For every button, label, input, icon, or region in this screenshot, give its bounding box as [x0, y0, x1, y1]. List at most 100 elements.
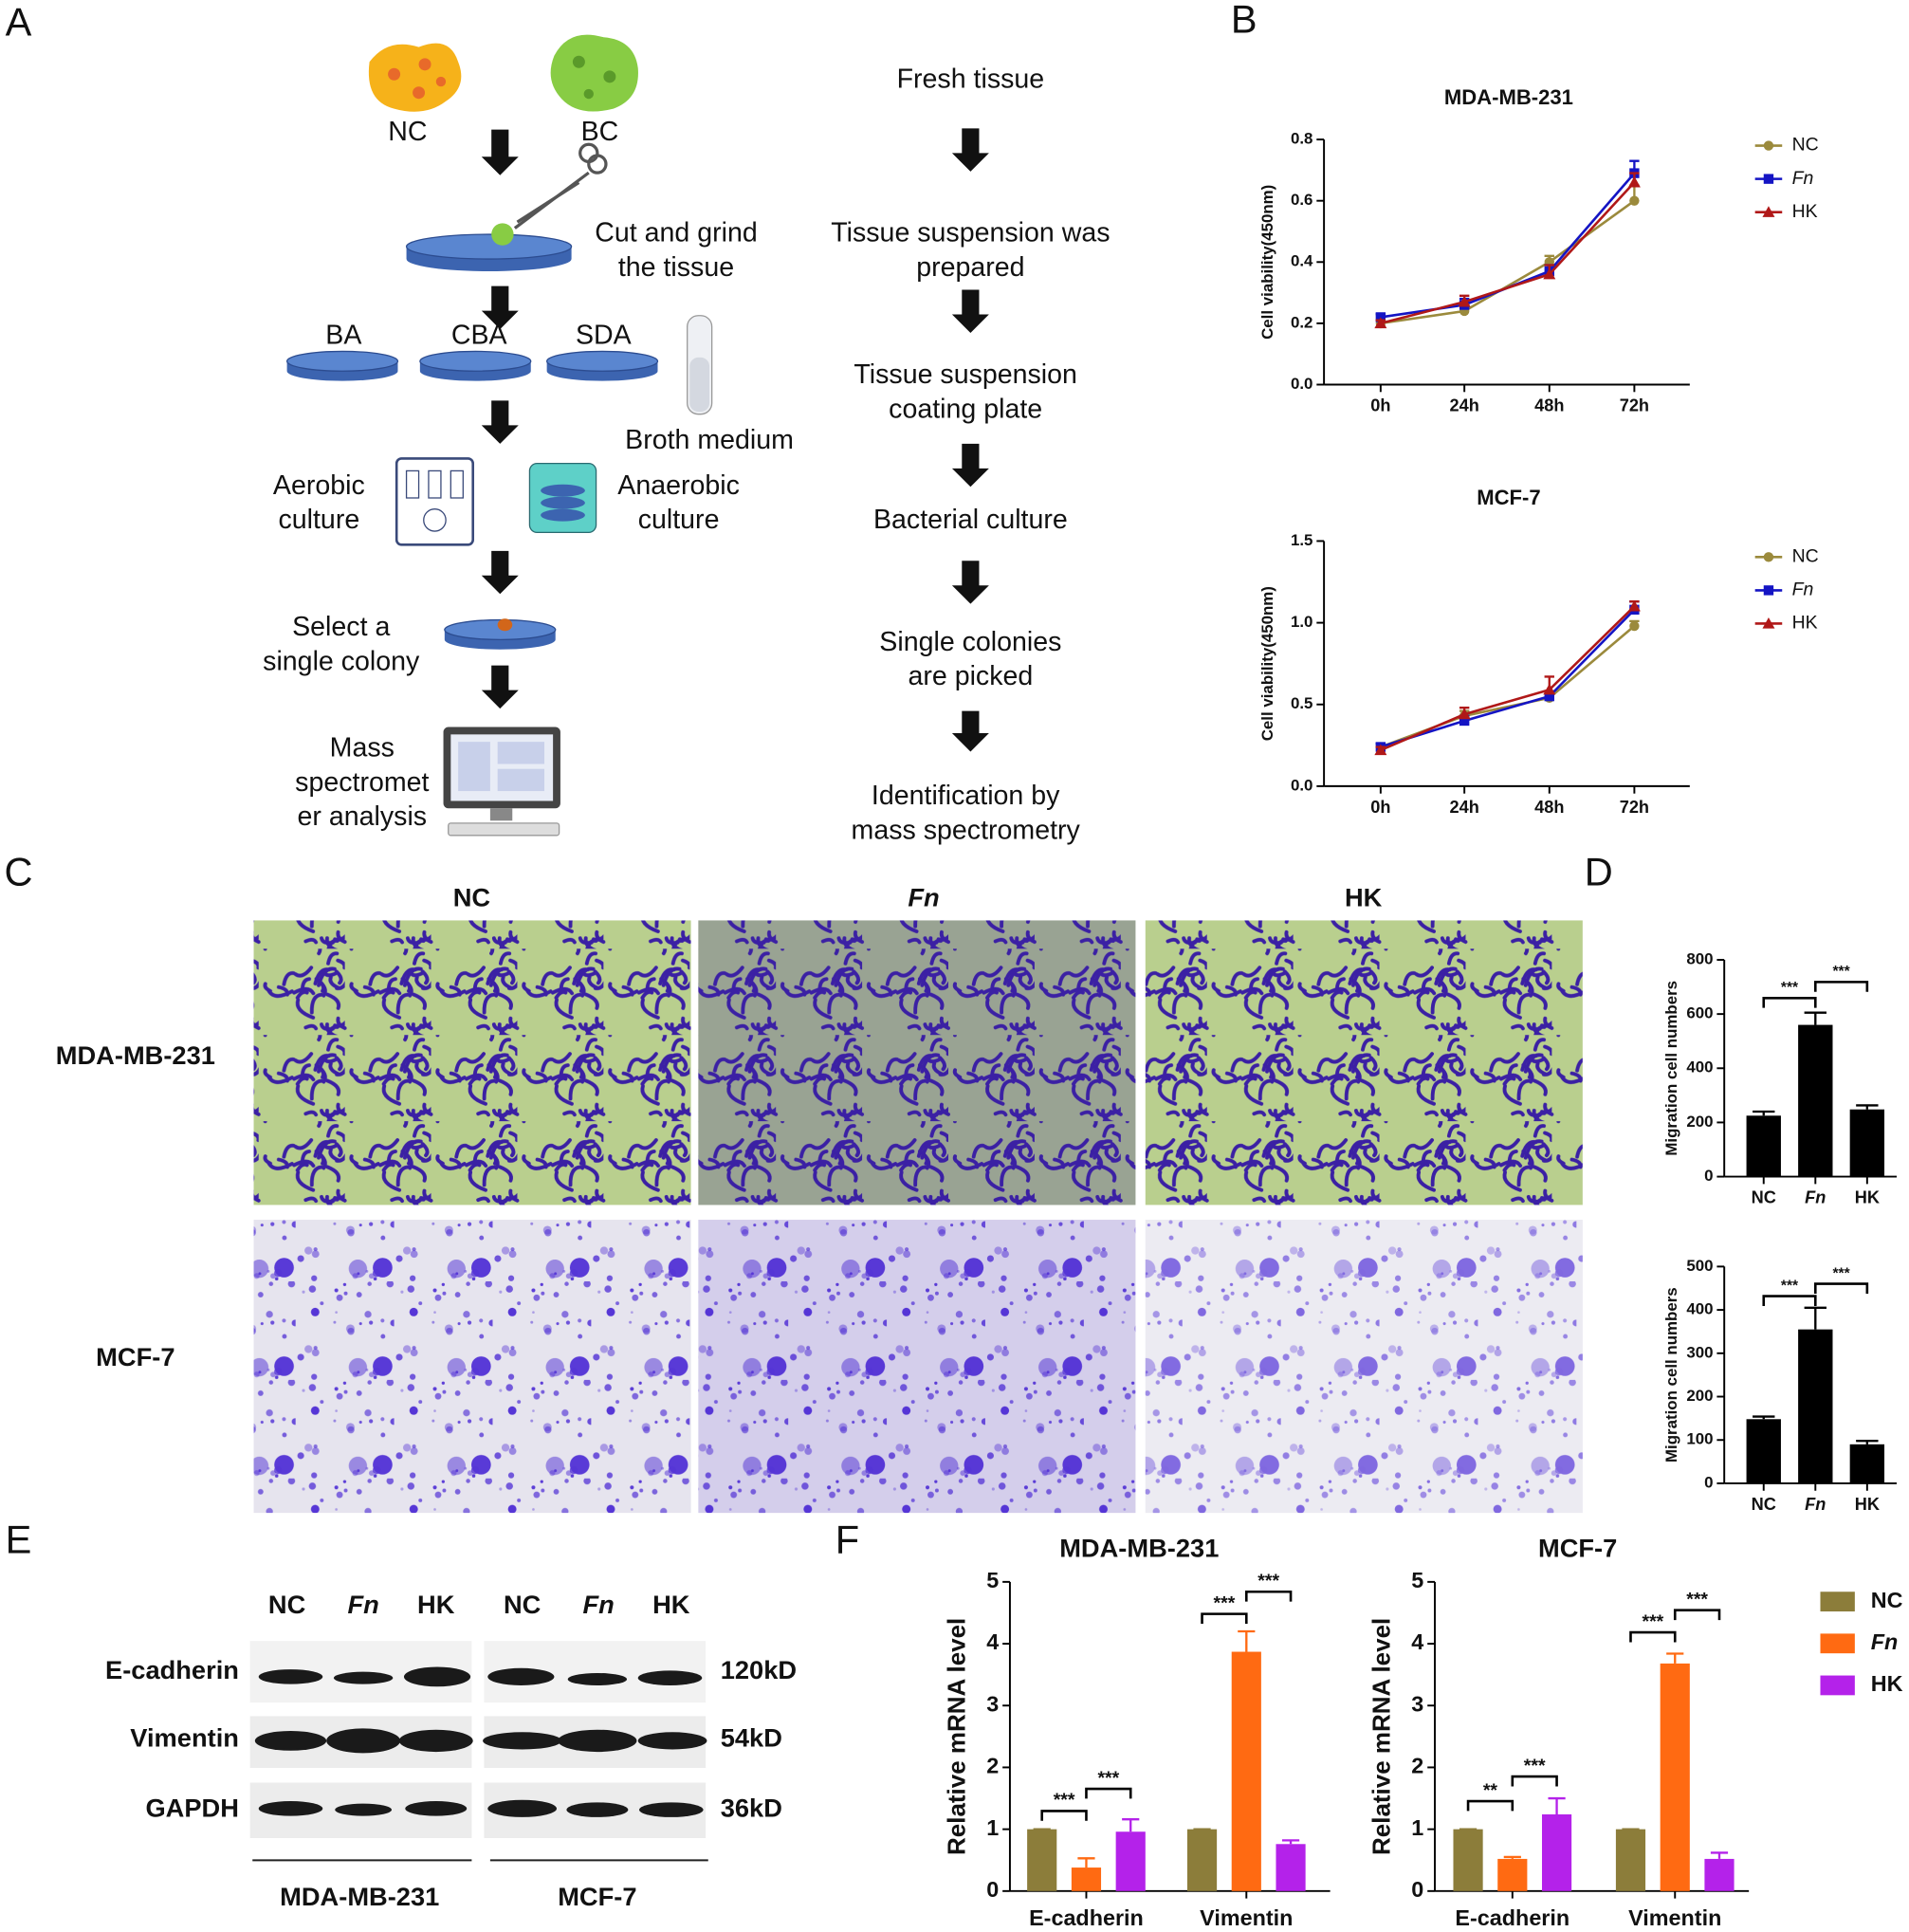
lane-label: Fn — [347, 1590, 378, 1619]
y-tick-label: 1 — [1411, 1815, 1423, 1840]
bar — [1704, 1858, 1735, 1891]
step-label: spectromet — [295, 767, 429, 798]
y-tick-label: 4 — [986, 1629, 999, 1654]
x-tick-label: HK — [1855, 1495, 1880, 1514]
x-tick-label: 0h — [1370, 798, 1390, 817]
marker — [1458, 295, 1471, 307]
line — [1380, 608, 1636, 748]
error-bar — [1753, 1110, 1775, 1116]
x-tick-label: 24h — [1450, 798, 1479, 817]
bar — [1453, 1829, 1483, 1891]
bar — [1849, 1444, 1885, 1483]
bar — [1746, 1419, 1781, 1483]
step-label: Fresh tissue — [897, 64, 1045, 94]
legend-marker — [1762, 616, 1775, 629]
step-label: Single colonies — [879, 627, 1061, 657]
bar — [1497, 1858, 1528, 1891]
error-bar — [1122, 1818, 1140, 1832]
step-label: Broth medium — [625, 425, 794, 455]
bar — [1746, 1115, 1781, 1177]
significance-bracket — [1201, 1612, 1248, 1625]
y-tick-label: 300 — [1686, 1343, 1713, 1361]
legend-label: NC — [1792, 545, 1819, 566]
step-label: BA — [325, 320, 361, 350]
y-tick-label: 400 — [1686, 1300, 1713, 1318]
error-bar — [1804, 1306, 1826, 1330]
bar — [1798, 1329, 1833, 1483]
column-label: NC — [453, 883, 490, 912]
lane-label: HK — [652, 1590, 690, 1619]
legend-swatch — [1820, 1675, 1855, 1696]
y-tick-label: 1 — [986, 1815, 999, 1840]
y-tick-label: 0 — [986, 1877, 999, 1902]
legend-marker — [1762, 206, 1775, 217]
group-label: MCF-7 — [558, 1882, 636, 1911]
x-tick-label: E-cadherin — [1029, 1905, 1144, 1930]
chart-title: MCF-7 — [1538, 1533, 1617, 1562]
error-bar — [1753, 1415, 1775, 1420]
significance-bracket — [1813, 1282, 1869, 1294]
significance-bracket — [1673, 1609, 1721, 1621]
marker — [1544, 690, 1554, 702]
marker — [1629, 620, 1640, 632]
significance-bracket — [1085, 1787, 1132, 1799]
y-tick-label: 3 — [986, 1691, 999, 1716]
legend-marker — [1763, 174, 1774, 184]
significance-label: *** — [1781, 1278, 1799, 1294]
y-tick-label: 200 — [1686, 1387, 1713, 1405]
marker — [1459, 715, 1470, 727]
x-tick-label: Vimentin — [1200, 1905, 1293, 1930]
bar — [1231, 1651, 1261, 1891]
error-bar — [1804, 1011, 1826, 1025]
bar — [1186, 1829, 1218, 1891]
x-tick-label: Fn — [1805, 1495, 1826, 1514]
x-tick-label: 48h — [1534, 798, 1564, 817]
y-tick-label: 0.4 — [1291, 252, 1313, 270]
error-bar — [1548, 1796, 1566, 1814]
step-label: Select a — [292, 612, 390, 642]
column-label: HK — [1345, 883, 1383, 912]
significance-label: *** — [1832, 964, 1850, 980]
error-bar — [1856, 1104, 1879, 1110]
panel-label: C — [4, 849, 32, 893]
significance-bracket — [1244, 1590, 1293, 1602]
legend-label: NC — [1792, 135, 1819, 156]
y-tick-label: 800 — [1686, 949, 1713, 967]
marker — [1543, 267, 1556, 280]
size-label: 54kD — [721, 1722, 782, 1752]
line — [1380, 605, 1636, 752]
significance-bracket — [1762, 1295, 1817, 1306]
step-label: the tissue — [618, 252, 734, 283]
x-tick-label: 48h — [1534, 396, 1564, 415]
y-tick-label: 0.6 — [1291, 191, 1312, 209]
y-tick-label: 400 — [1686, 1058, 1713, 1076]
significance-label: *** — [1686, 1589, 1708, 1610]
bar — [1798, 1024, 1833, 1177]
error-bar — [1281, 1839, 1300, 1845]
step-label: are picked — [908, 661, 1033, 691]
step-label: Bacterial culture — [873, 505, 1068, 535]
protein-label: E-cadherin — [105, 1655, 239, 1684]
marker — [1374, 317, 1387, 329]
line — [1380, 181, 1636, 325]
size-label: 36kD — [721, 1793, 782, 1822]
error-bar — [1238, 1629, 1256, 1652]
step-label: single colony — [263, 647, 420, 677]
y-tick-label: 1.0 — [1291, 613, 1312, 631]
step-label: Tissue suspension was — [831, 218, 1110, 248]
legend-label: Fn — [1871, 1629, 1899, 1654]
step-label: Anaerobic — [617, 470, 740, 501]
y-tick-label: 600 — [1686, 1004, 1713, 1022]
x-tick-label: HK — [1855, 1188, 1880, 1207]
legend-label: HK — [1871, 1671, 1903, 1696]
protein-label: Vimentin — [130, 1722, 239, 1752]
bar — [1615, 1829, 1646, 1891]
step-label: culture — [638, 505, 720, 535]
y-axis-label: Migration cell numbers — [1662, 981, 1680, 1156]
panel-label: E — [6, 1517, 32, 1561]
size-label: 120kD — [721, 1655, 797, 1684]
x-tick-label: Vimentin — [1628, 1905, 1721, 1930]
step-label: mass spectrometry — [852, 815, 1081, 845]
line — [1380, 199, 1636, 325]
